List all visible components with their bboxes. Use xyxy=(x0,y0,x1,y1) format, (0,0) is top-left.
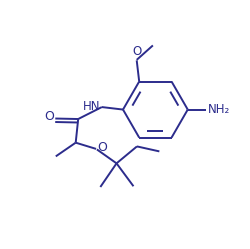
Text: HN: HN xyxy=(83,100,100,113)
Text: NH₂: NH₂ xyxy=(206,103,229,116)
Text: O: O xyxy=(44,110,54,123)
Text: O: O xyxy=(132,45,141,58)
Text: O: O xyxy=(97,141,107,154)
